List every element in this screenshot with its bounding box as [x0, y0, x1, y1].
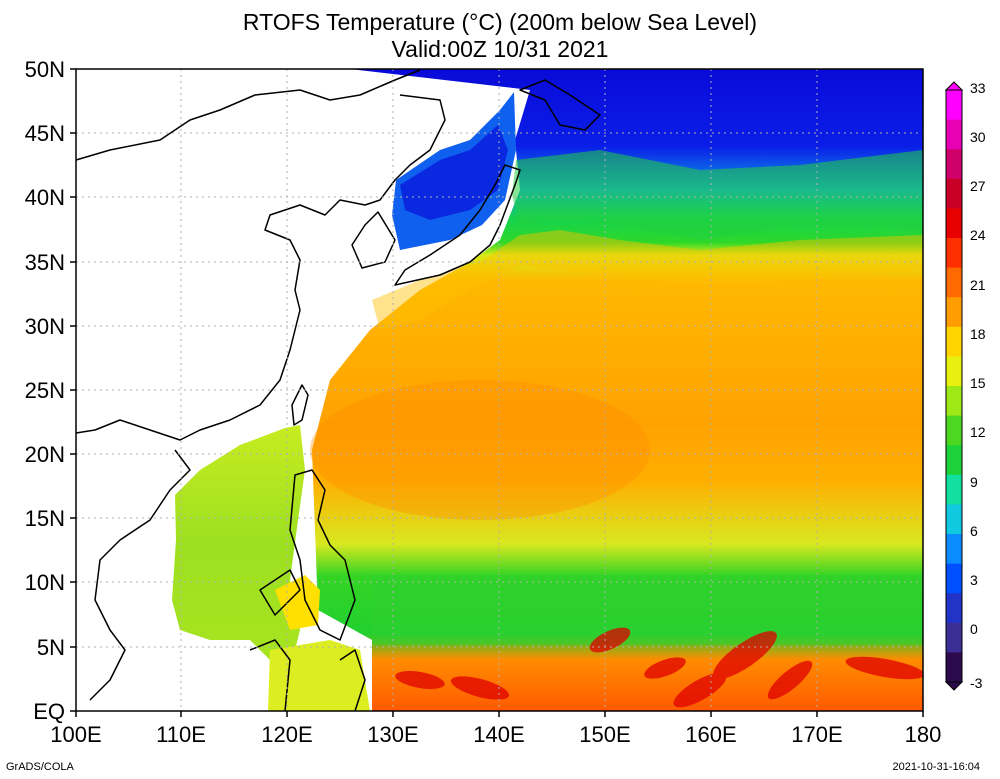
lat-label: 30N	[25, 314, 65, 339]
lat-label: 25N	[25, 378, 65, 403]
colorbar-swatch	[946, 593, 962, 624]
colorbar-swatch	[946, 445, 962, 476]
lat-label: 45N	[25, 121, 65, 146]
colorbar-swatch	[946, 415, 962, 446]
colorbar-label: 6	[970, 523, 978, 539]
lat-label: 10N	[25, 570, 65, 595]
colorbar-swatch	[946, 178, 962, 209]
colorbar-swatch	[946, 297, 962, 328]
latitude-labels: 50N 45N 40N 35N 30N 25N 20N 15N 10N 5N E…	[25, 57, 65, 724]
colorbar-swatch	[946, 652, 962, 683]
colorbar-swatch	[946, 149, 962, 180]
timestamp: 2021-10-31-16:04	[892, 761, 980, 773]
colorbar-label: 12	[970, 424, 986, 440]
colorbar-label: 21	[970, 277, 986, 293]
colorbar-end-arrow	[944, 81, 964, 91]
colorbar-swatch	[946, 534, 962, 565]
colorbar-frame	[945, 89, 963, 683]
lon-label: 100E	[50, 722, 101, 747]
colorbar-swatch	[946, 563, 962, 594]
lat-label: 5N	[37, 635, 65, 660]
map-title: RTOFS Temperature (°C) (200m below Sea L…	[242, 9, 758, 35]
colorbar-label: 33	[970, 80, 986, 96]
axis-ticks	[70, 68, 924, 717]
coastlines	[75, 69, 601, 712]
lon-label: 140E	[473, 722, 524, 747]
lon-label: 110E	[156, 722, 206, 747]
longitude-labels: 100E 110E 120E 130E 140E 150E 160E 170E …	[50, 722, 941, 747]
lat-label: 15N	[25, 506, 65, 531]
colorbar-swatch	[946, 238, 962, 269]
colorbar-labels: 33 30 27 24 21 18 15 12 9 6 3 0 -3	[970, 80, 986, 691]
colorbar-label: 18	[970, 326, 986, 342]
lon-label: 180	[905, 722, 942, 747]
graticule	[76, 69, 923, 711]
colorbar-label: 9	[970, 474, 978, 490]
lat-label: 40N	[25, 185, 65, 210]
colorbar-label: 24	[970, 227, 986, 243]
valid-time: Valid:00Z 10/31 2021	[391, 36, 609, 62]
lon-label: 120E	[261, 722, 312, 747]
lon-label: 170E	[791, 722, 842, 747]
colorbar-label: 15	[970, 375, 986, 391]
lat-label: 50N	[25, 57, 65, 82]
colorbar-swatch	[946, 386, 962, 417]
temperature-field	[76, 69, 923, 711]
colorbar-label: 30	[970, 129, 986, 145]
colorbar-label: 27	[970, 178, 986, 194]
colorbar-swatch	[946, 90, 962, 121]
lon-label: 130E	[367, 722, 418, 747]
colorbar-swatch	[946, 474, 962, 505]
lon-label: 160E	[685, 722, 736, 747]
colorbar-swatch	[946, 356, 962, 387]
colorbar-swatch	[946, 208, 962, 239]
colorbar-end-arrow	[944, 681, 964, 691]
lon-label: 150E	[579, 722, 630, 747]
colorbar-swatch	[946, 267, 962, 298]
colorbar	[944, 81, 964, 691]
colorbar-label: 3	[970, 572, 978, 588]
colorbar-swatch	[946, 326, 962, 357]
colorbar-swatch	[946, 119, 962, 150]
software-credit: GrADS/COLA	[6, 761, 74, 773]
lat-label: EQ	[33, 699, 65, 724]
colorbar-label: -3	[970, 675, 983, 691]
colorbar-swatch	[946, 622, 962, 653]
colorbar-swatch	[946, 504, 962, 535]
colorbar-label: 0	[970, 621, 978, 637]
lat-label: 35N	[25, 250, 65, 275]
lat-label: 20N	[25, 442, 65, 467]
